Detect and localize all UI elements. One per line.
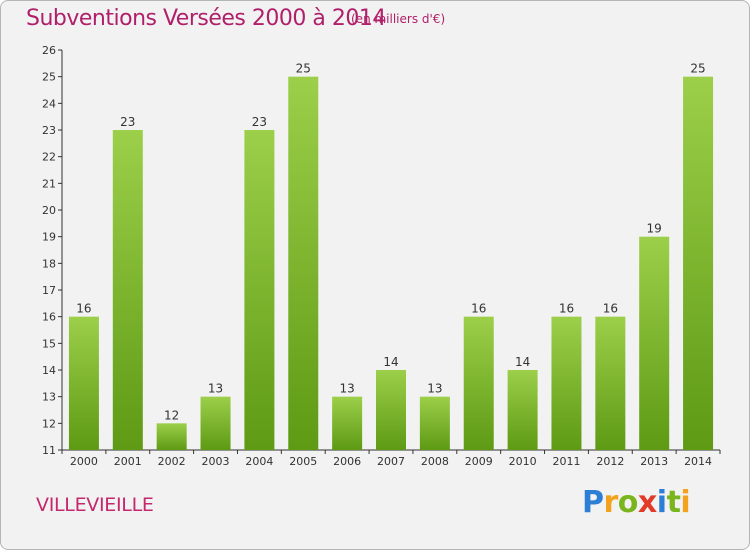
y-tick-label: 23 [42,124,56,137]
y-tick-label: 12 [42,417,56,430]
x-tick-label-2007: 2007 [377,455,405,468]
data-label-2009: 16 [471,302,486,316]
x-tick-label-2013: 2013 [640,455,668,468]
x-tick-label-2000: 2000 [70,455,98,468]
data-label-2011: 16 [559,302,574,316]
bars [68,76,714,451]
data-label-2003: 13 [208,382,223,396]
y-tick-label: 15 [42,337,56,350]
bar-2003 [200,396,231,450]
data-label-2002: 12 [164,408,179,422]
bar-2012 [595,316,626,450]
data-label-2006: 13 [339,382,354,396]
bar-2002 [156,423,187,450]
x-tick-label-2005: 2005 [289,455,317,468]
commune-name: VILLEVIEILLE [36,494,154,516]
proxiti-logo[interactable]: Proxiti [582,485,691,520]
y-tick-label: 20 [42,204,56,217]
bar-2008 [419,396,450,450]
bar-2011 [551,316,582,450]
y-tick-label: 18 [42,257,56,270]
x-tick-label-2014: 2014 [684,455,712,468]
y-tick-label: 26 [42,44,56,57]
data-label-2004: 23 [252,115,267,129]
x-tick-label-2011: 2011 [552,455,580,468]
x-tick-label-2012: 2012 [596,455,624,468]
chart-title: Subventions Versées 2000 à 2014 [26,6,386,31]
y-tick-label: 17 [42,284,56,297]
tick-labels: 11 12 13 14 15 16 17 18 19 20 21 22 23 24 25 26 2000 2001… [42,44,712,468]
data-label-2010: 14 [515,355,530,369]
y-tick-label: 22 [42,151,56,164]
y-tick-label: 21 [42,177,56,190]
data-label-2000: 16 [76,302,91,316]
bar-2004 [244,130,275,450]
data-label-2008: 13 [427,382,442,396]
y-tick-label: 11 [42,444,56,457]
bar-2009 [463,316,494,450]
bar-2000 [68,316,99,450]
x-tick-label-2009: 2009 [465,455,493,468]
x-tick-label-2004: 2004 [245,455,273,468]
x-tick-label-2002: 2002 [158,455,186,468]
y-tick-label: 14 [42,364,56,377]
data-label-2013: 19 [647,222,662,236]
x-tick-label-2010: 2010 [509,455,537,468]
unit-label: (en milliers d'€) [351,12,446,26]
data-label-2012: 16 [603,302,618,316]
y-tick-label: 13 [42,391,56,404]
x-tick-label-2001: 2001 [114,455,142,468]
bar-2010 [507,370,538,450]
data-label-2007: 14 [383,355,398,369]
x-tick-label-2008: 2008 [421,455,449,468]
bar-2005 [288,76,319,451]
y-tick-label: 24 [42,97,56,110]
x-tick-label-2003: 2003 [202,455,230,468]
bar-2013 [639,236,670,450]
bar-2001 [112,130,143,450]
x-tick-label-2006: 2006 [333,455,361,468]
data-label-2001: 23 [120,115,135,129]
y-tick-label: 19 [42,231,56,244]
bar-2006 [332,396,363,450]
data-label-2014: 25 [690,62,705,76]
bar-2007 [376,370,406,450]
y-tick-label: 25 [42,71,56,84]
y-tick-label: 16 [42,311,56,324]
data-label-2005: 25 [296,62,311,76]
bar-2014 [683,76,714,451]
data-labels: 16 23 12 13 23 25 13 14 13 16 14 16 16 19 25 [76,62,705,423]
